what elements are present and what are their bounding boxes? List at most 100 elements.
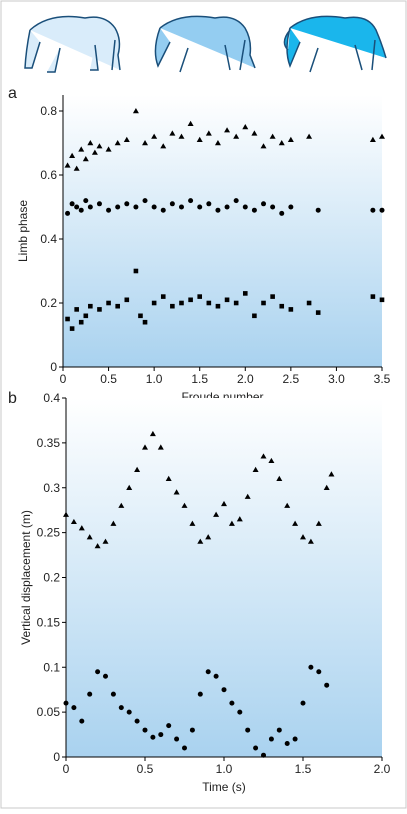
- circle-point: [87, 691, 93, 697]
- x-tick-label: 3.0: [328, 372, 345, 386]
- triangle-point: [70, 518, 77, 525]
- x-tick-label: 1.0: [146, 372, 163, 386]
- square-point: [179, 300, 184, 306]
- triangle-point: [315, 520, 322, 526]
- triangle-point: [205, 130, 212, 136]
- plot-background: [66, 398, 382, 757]
- circle-point: [69, 201, 75, 207]
- circle-point: [292, 736, 298, 742]
- square-point: [261, 300, 266, 306]
- circle-point: [221, 687, 227, 693]
- circle-point: [124, 201, 130, 207]
- panel-label: b: [8, 390, 17, 407]
- circle-point: [197, 204, 203, 210]
- triangle-point: [233, 133, 240, 139]
- circle-point: [95, 669, 101, 675]
- circle-point: [182, 745, 187, 751]
- y-tick-label: 0.15: [37, 615, 61, 629]
- circle-point: [237, 709, 243, 715]
- triangle-point: [82, 156, 89, 162]
- y-tick-label: 0.1: [43, 660, 60, 674]
- square-point: [206, 300, 212, 306]
- square-point: [78, 319, 84, 325]
- triangle-point: [96, 143, 103, 149]
- circle-point: [370, 207, 376, 213]
- y-tick-label: 0: [53, 750, 60, 764]
- square-point: [160, 294, 166, 299]
- triangle-point: [221, 500, 227, 507]
- circle-point: [324, 682, 330, 688]
- circle-point: [205, 669, 211, 675]
- circle-point: [126, 709, 132, 715]
- x-tick-label: 2.0: [237, 372, 254, 386]
- triangle-point: [269, 133, 276, 139]
- triangle-point: [189, 520, 196, 526]
- y-axis-label: Vertical displacement (m): [19, 510, 33, 645]
- square-point: [124, 297, 130, 303]
- circle-point: [261, 752, 266, 758]
- triangle-point: [252, 466, 259, 472]
- x-tick-label: 2.0: [374, 762, 391, 776]
- x-tick-label: 1.5: [295, 762, 312, 776]
- circle-point: [83, 198, 89, 204]
- circle-point: [103, 673, 108, 679]
- triangle-point: [105, 146, 112, 152]
- circle-point: [253, 745, 259, 751]
- square-point: [74, 307, 79, 312]
- triangle-point: [196, 136, 203, 142]
- circle-point: [174, 736, 180, 742]
- triangle-point: [300, 534, 306, 540]
- triangle-point: [118, 502, 125, 508]
- circle-point: [270, 204, 276, 210]
- circle-point: [110, 691, 116, 697]
- circle-point: [160, 207, 166, 213]
- circle-point: [197, 691, 203, 697]
- circle-point: [87, 204, 93, 210]
- circle-point: [233, 198, 239, 204]
- y-tick-label: 0: [50, 360, 57, 374]
- circle-point: [133, 204, 139, 210]
- circle-point: [65, 210, 71, 216]
- triangle-point: [306, 133, 313, 139]
- triangle-point: [224, 127, 231, 133]
- triangle-point: [228, 520, 235, 526]
- panel-label: a: [8, 85, 17, 102]
- circle-point: [189, 727, 195, 733]
- triangle-point: [63, 511, 69, 517]
- circle-point: [71, 705, 77, 711]
- square-point: [233, 300, 239, 306]
- triangle-point: [173, 489, 180, 495]
- y-tick-label: 0.25: [37, 526, 61, 540]
- x-tick-label: 0: [63, 762, 70, 776]
- x-axis-label: Time (s): [202, 780, 246, 794]
- circle-point: [224, 204, 230, 210]
- square-point: [252, 313, 257, 319]
- square-point: [133, 268, 139, 274]
- square-point: [288, 307, 294, 312]
- circle-point: [251, 207, 257, 213]
- x-tick-label: 1.0: [216, 762, 233, 776]
- plot-background: [63, 95, 382, 367]
- square-point: [170, 303, 175, 309]
- circle-point: [178, 204, 184, 210]
- circle-point: [300, 700, 306, 706]
- triangle-point: [323, 484, 330, 490]
- y-tick-label: 0.3: [43, 481, 60, 495]
- triangle-point: [328, 471, 335, 477]
- circle-point: [315, 207, 321, 213]
- triangle-point: [251, 130, 258, 136]
- square-point: [370, 294, 376, 299]
- triangle-point: [278, 140, 285, 146]
- circle-point: [142, 198, 148, 204]
- circle-point: [229, 700, 235, 706]
- triangle-point: [181, 502, 188, 508]
- square-point: [106, 300, 111, 306]
- triangle-point: [236, 516, 243, 522]
- triangle-point: [132, 108, 139, 114]
- triangle-point: [242, 124, 249, 130]
- triangle-point: [69, 152, 76, 158]
- triangle-point: [151, 133, 158, 139]
- triangle-point: [197, 538, 204, 544]
- circle-point: [215, 207, 221, 213]
- circle-point: [206, 201, 212, 207]
